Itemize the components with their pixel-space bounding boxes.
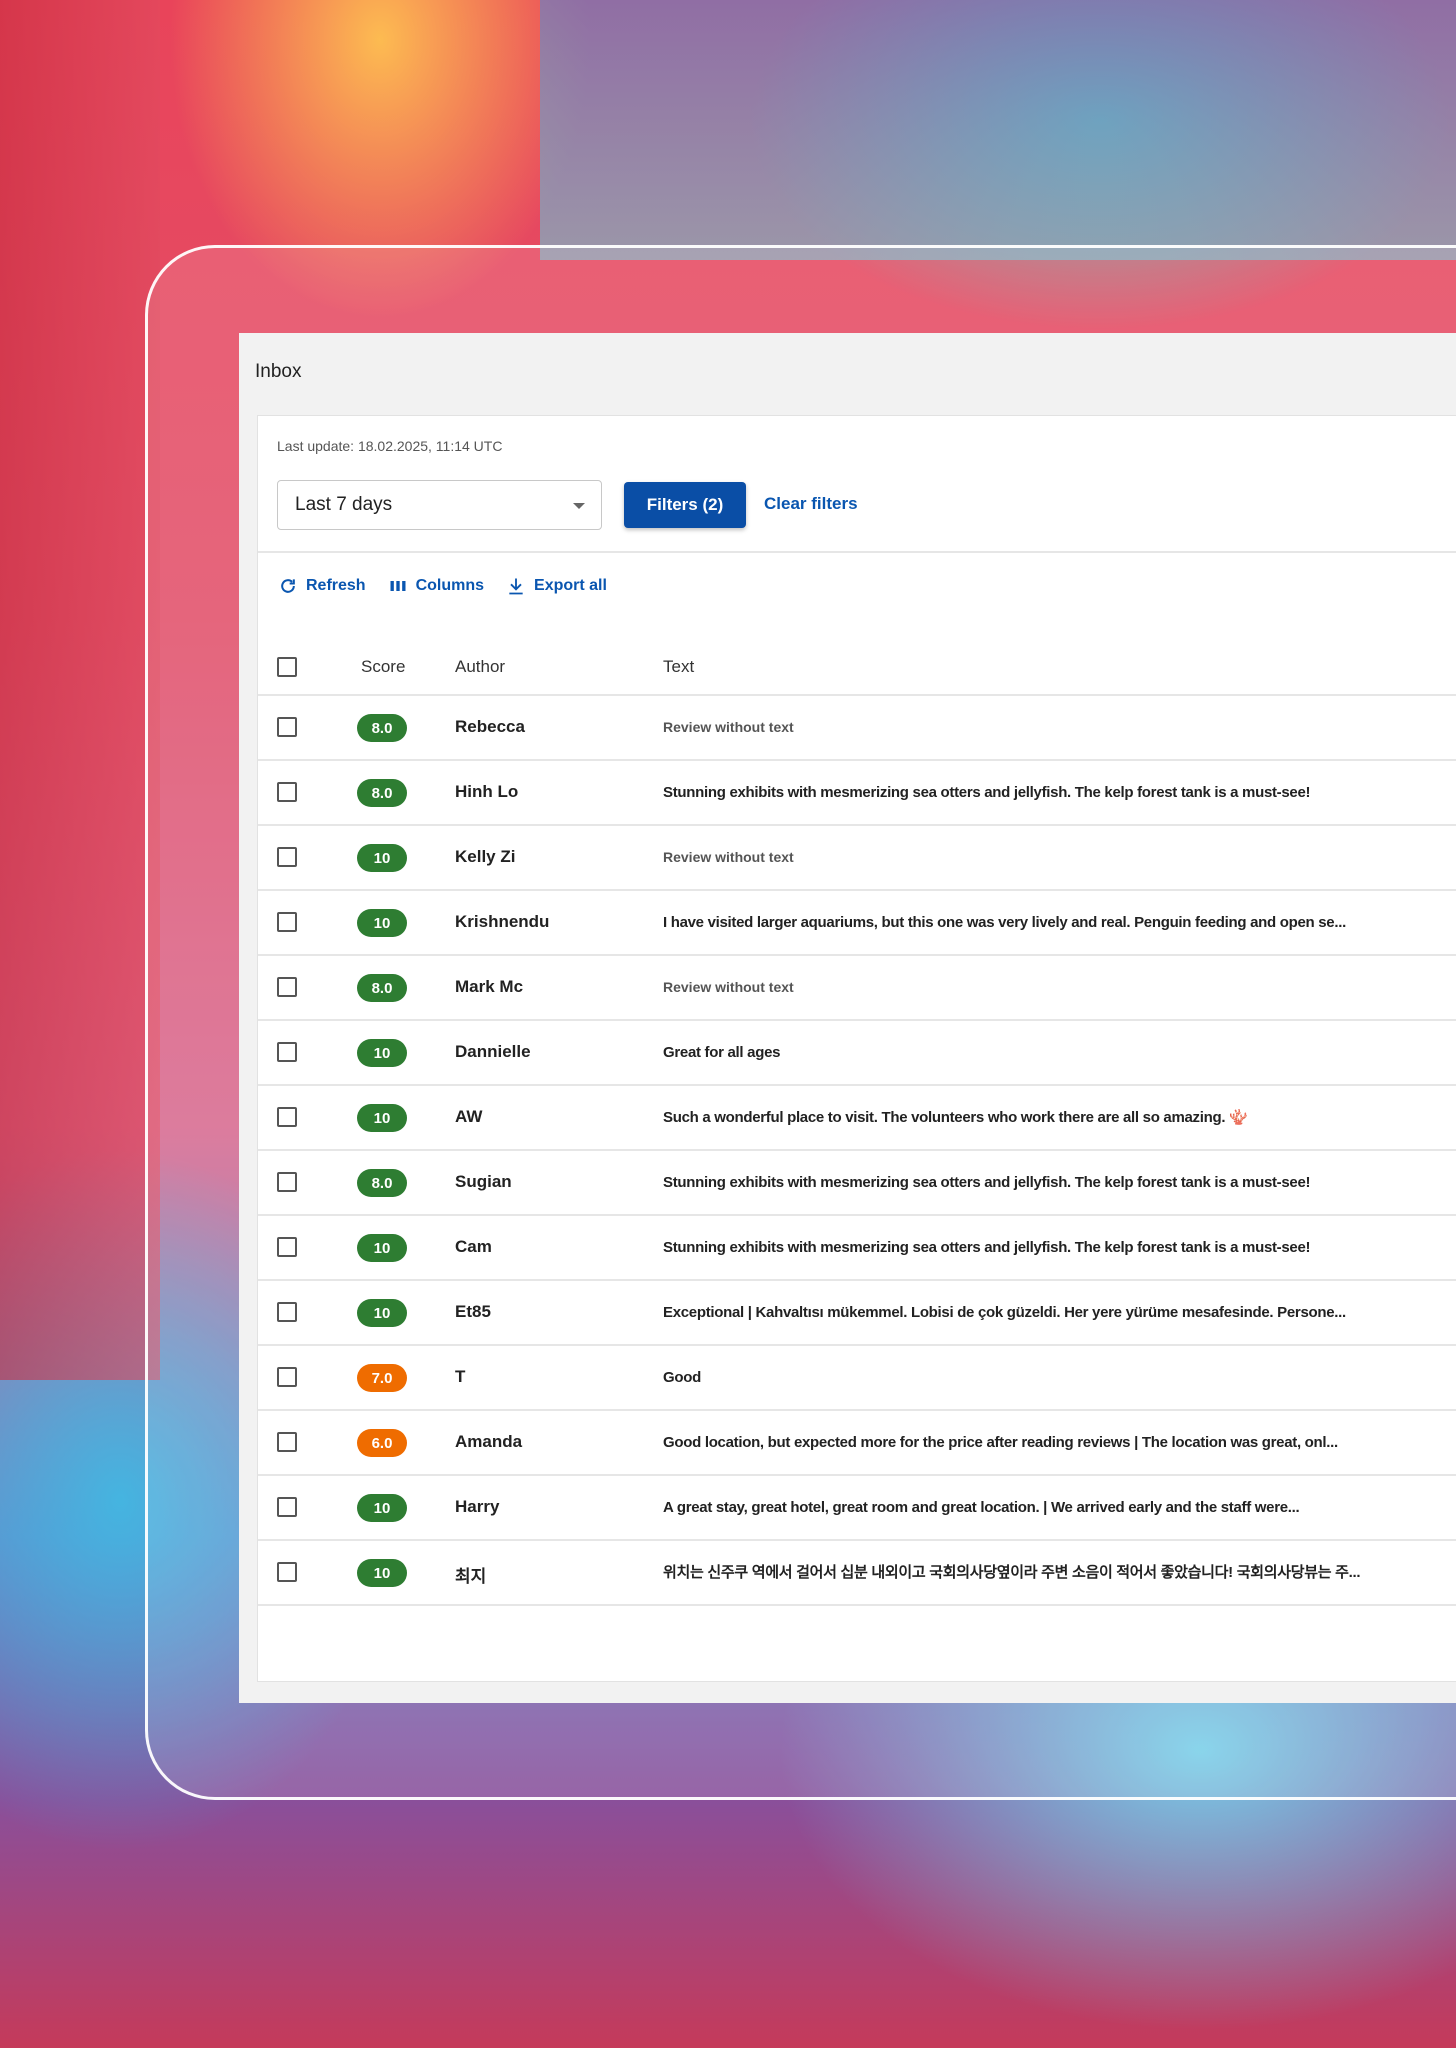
row-checkbox[interactable] <box>277 717 297 737</box>
refresh-button[interactable]: Refresh <box>278 576 366 596</box>
score-badge: 10 <box>357 1234 407 1262</box>
author-name: Harry <box>455 1497 500 1516</box>
download-icon <box>509 578 523 595</box>
table-row[interactable]: 10 AW Such a wonderful place to visit. T… <box>258 1086 1456 1151</box>
review-text: Review without text <box>663 719 794 736</box>
author-name: Dannielle <box>455 1042 531 1061</box>
inbox-app: Inbox Last update: 18.02.2025, 11:14 UTC… <box>239 333 1456 1703</box>
review-text: Good <box>663 1368 701 1386</box>
author-name: Cam <box>455 1237 492 1256</box>
author-name: Kelly Zi <box>455 847 516 866</box>
review-text: Such a wonderful place to visit. The vol… <box>663 1108 1248 1126</box>
inbox-card: Last update: 18.02.2025, 11:14 UTC Last … <box>257 415 1456 1682</box>
filters-button[interactable]: Filters (2) <box>624 482 746 528</box>
review-text: Stunning exhibits with mesmerizing sea o… <box>663 1173 1311 1191</box>
table-row[interactable]: 10 Harry A great stay, great hotel, grea… <box>258 1476 1456 1541</box>
score-badge: 6.0 <box>357 1429 407 1457</box>
row-checkbox[interactable] <box>277 912 297 932</box>
score-badge: 10 <box>357 1104 407 1132</box>
review-text: Good location, but expected more for the… <box>663 1433 1338 1451</box>
row-checkbox[interactable] <box>277 1562 297 1582</box>
background-ceiling <box>540 0 1456 260</box>
score-badge: 10 <box>357 1299 407 1327</box>
table-row[interactable]: 10 Et85 Exceptional | Kahvaltısı mükemme… <box>258 1281 1456 1346</box>
score-badge: 8.0 <box>357 714 407 742</box>
row-checkbox[interactable] <box>277 1302 297 1322</box>
score-badge: 10 <box>357 844 407 872</box>
period-select-value: Last 7 days <box>295 494 393 515</box>
row-checkbox[interactable] <box>277 1432 297 1452</box>
review-text: Great for all ages <box>663 1043 781 1061</box>
columns-button[interactable]: Columns <box>388 576 484 596</box>
score-badge: 8.0 <box>357 1169 407 1197</box>
refresh-icon <box>281 579 295 593</box>
review-text: Stunning exhibits with mesmerizing sea o… <box>663 1238 1311 1256</box>
review-text: 위치는 신주쿠 역에서 걸어서 십분 내외이고 국회의사당옆이라 주변 소음이 … <box>663 1563 1361 1581</box>
table-row[interactable]: 10 Kelly Zi Review without text <box>258 826 1456 891</box>
table-row[interactable]: 10 최지 위치는 신주쿠 역에서 걸어서 십분 내외이고 국회의사당옆이라 주… <box>258 1541 1456 1606</box>
export-all-label: Export all <box>534 577 607 594</box>
review-text: I have visited larger aquariums, but thi… <box>663 913 1346 931</box>
table-row[interactable]: 7.0 T Good <box>258 1346 1456 1411</box>
table-row[interactable]: 8.0 Sugian Stunning exhibits with mesmer… <box>258 1151 1456 1216</box>
author-name: T <box>455 1367 466 1386</box>
score-badge: 7.0 <box>357 1364 407 1392</box>
score-badge: 8.0 <box>357 779 407 807</box>
author-name: Rebecca <box>455 717 525 736</box>
select-all-checkbox[interactable] <box>277 657 297 677</box>
table-row[interactable]: 8.0 Hinh Lo Stunning exhibits with mesme… <box>258 761 1456 826</box>
score-badge: 10 <box>357 909 407 937</box>
author-name: Et85 <box>455 1302 491 1321</box>
table-row[interactable]: 8.0 Rebecca Review without text <box>258 696 1456 761</box>
author-name: Krishnendu <box>455 912 550 931</box>
table-row[interactable]: 10 Krishnendu I have visited larger aqua… <box>258 891 1456 956</box>
clear-filters-link[interactable]: Clear filters <box>764 494 858 513</box>
background-wall <box>0 0 160 1380</box>
row-checkbox[interactable] <box>277 1237 297 1257</box>
table-header: Score Author Text <box>258 641 1456 696</box>
table-toolbar: Refresh Columns Export all <box>278 576 607 596</box>
author-name: 최지 <box>455 1567 487 1586</box>
divider <box>258 551 1456 553</box>
columns-icon <box>390 581 406 591</box>
row-checkbox[interactable] <box>277 1497 297 1517</box>
review-text: Stunning exhibits with mesmerizing sea o… <box>663 783 1311 801</box>
column-header-score[interactable]: Score <box>361 657 406 676</box>
last-update-text: Last update: 18.02.2025, 11:14 UTC <box>277 438 503 454</box>
page-title: Inbox <box>255 361 302 382</box>
row-checkbox[interactable] <box>277 1107 297 1127</box>
score-badge: 8.0 <box>357 974 407 1002</box>
row-checkbox[interactable] <box>277 1367 297 1387</box>
chevron-down-icon <box>573 503 585 509</box>
period-select[interactable]: Last 7 days <box>277 480 602 530</box>
score-badge: 10 <box>357 1039 407 1067</box>
table-row[interactable]: 8.0 Mark Mc Review without text <box>258 956 1456 1021</box>
review-text: Exceptional | Kahvaltısı mükemmel. Lobis… <box>663 1303 1346 1321</box>
author-name: AW <box>455 1107 483 1126</box>
author-name: Sugian <box>455 1172 512 1191</box>
review-text: Review without text <box>663 849 794 866</box>
export-all-button[interactable]: Export all <box>506 576 607 596</box>
table-row[interactable]: 10 Dannielle Great for all ages <box>258 1021 1456 1086</box>
row-checkbox[interactable] <box>277 847 297 867</box>
table-row[interactable]: 6.0 Amanda Good location, but expected m… <box>258 1411 1456 1476</box>
row-checkbox[interactable] <box>277 1042 297 1062</box>
score-badge: 10 <box>357 1494 407 1522</box>
row-checkbox[interactable] <box>277 1172 297 1192</box>
row-checkbox[interactable] <box>277 782 297 802</box>
author-name: Mark Mc <box>455 977 524 996</box>
review-text: A great stay, great hotel, great room an… <box>663 1498 1300 1516</box>
column-header-author[interactable]: Author <box>455 657 506 676</box>
columns-label: Columns <box>415 577 485 594</box>
author-name: Hinh Lo <box>455 782 519 801</box>
author-name: Amanda <box>455 1432 523 1451</box>
column-header-text[interactable]: Text <box>663 657 695 676</box>
review-text: Review without text <box>663 979 794 996</box>
refresh-label: Refresh <box>306 577 366 594</box>
row-checkbox[interactable] <box>277 977 297 997</box>
table-row[interactable]: 10 Cam Stunning exhibits with mesmerizin… <box>258 1216 1456 1281</box>
score-badge: 10 <box>357 1559 407 1587</box>
